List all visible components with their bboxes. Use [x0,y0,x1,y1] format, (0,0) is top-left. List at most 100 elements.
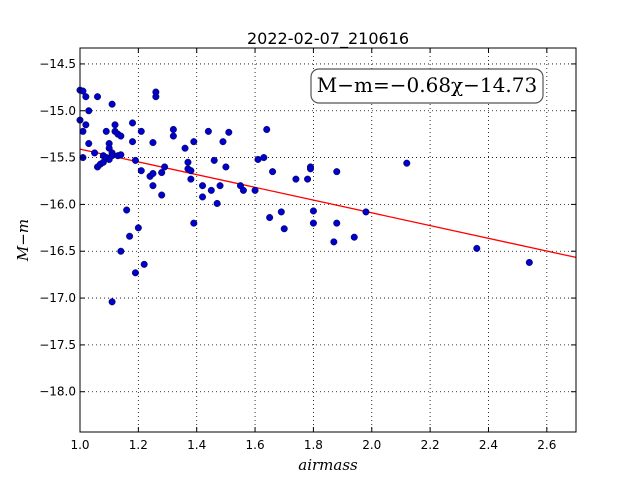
data-point [204,127,212,135]
data-point [181,144,189,152]
data-point [525,258,533,266]
data-point [102,127,110,135]
data-point [207,186,215,194]
data-point [309,219,317,227]
x-tick-label: 2.0 [362,438,381,452]
data-point [216,182,224,190]
data-point [213,199,221,207]
data-point [330,238,338,246]
data-point [129,119,137,127]
data-point [187,175,195,183]
data-point [158,191,166,199]
data-point [309,207,317,215]
data-point [292,175,300,183]
data-point [149,170,157,178]
data-point [108,100,116,108]
chart-title: 2022-02-07_210616 [247,29,409,49]
x-tick-label: 2.6 [537,438,556,452]
fit-line [79,148,577,259]
data-point [254,155,262,163]
x-tick-label: 2.2 [421,438,440,452]
equation-text: M−m=−0.68χ−14.73 [317,73,537,97]
data-point [280,225,288,233]
data-point [263,125,271,133]
data-point [184,158,192,166]
data-point [304,175,312,183]
y-tick-labels: −14.5 −15.0 −15.5 −16.0 −16.5 −17.0 −17.5 −18.0 [39,57,76,399]
x-tick-label: 1.6 [246,438,265,452]
data-point [108,152,116,160]
data-point [269,168,277,176]
data-point [260,154,268,162]
x-tick-label: 1.0 [70,438,89,452]
data-point [149,139,157,147]
data-point [199,193,207,201]
y-axis-label: M−m [14,219,32,262]
data-point [473,244,481,252]
y-tick-label: −17.5 [39,338,76,352]
y-tick-label: −18.0 [39,385,76,399]
x-tick-label: 1.4 [187,438,206,452]
data-point [85,107,93,115]
y-tick-label: −15.0 [39,104,76,118]
data-point [82,93,90,101]
y-tick-label: −15.5 [39,151,76,165]
data-point [350,233,358,241]
data-point [306,165,314,173]
data-point [94,93,102,101]
data-point [137,167,145,175]
data-point [219,138,227,146]
data-points [76,86,533,306]
grid-lines [79,48,576,432]
x-tick-label: 1.2 [129,438,148,452]
data-point [187,167,195,175]
data-point [190,138,198,146]
y-tick-label: −16.0 [39,197,76,211]
x-tick-label: 2.4 [479,438,498,452]
data-point [149,182,157,190]
data-point [210,156,218,164]
data-point [158,169,166,177]
data-point [129,138,137,146]
data-point [239,186,247,194]
y-tick-label: −16.5 [39,244,76,258]
data-point [82,121,90,129]
data-point [161,163,169,171]
data-point [225,128,233,136]
data-point [117,151,125,159]
data-point [79,127,87,135]
data-point [137,127,145,135]
data-point [123,206,131,214]
y-tick-label: −17.0 [39,291,76,305]
data-point [126,232,134,240]
data-point [131,156,139,164]
x-tick-label: 1.8 [304,438,323,452]
x-axis-label: airmass [298,456,358,474]
x-tick-labels: 1.0 1.2 1.4 1.6 1.8 2.0 2.2 2.4 2.6 [70,438,556,452]
data-point [222,163,230,171]
data-point [117,132,125,140]
data-point [169,132,177,140]
data-point [169,125,177,133]
equation-annotation: M−m=−0.68χ−14.73 [310,68,544,104]
data-point [277,208,285,216]
data-point [362,208,370,216]
axis-ticks [79,48,576,432]
data-point [190,219,198,227]
data-point [152,93,160,101]
data-point [85,140,93,148]
data-point [108,298,116,306]
plot-frame [79,47,577,433]
y-tick-label: −14.5 [39,57,76,71]
data-point [134,224,142,232]
data-point [403,159,411,167]
data-point [91,149,99,157]
data-point [333,168,341,176]
equation-box [310,68,544,104]
fit-line-group [79,148,577,259]
data-point [131,269,139,277]
data-point [199,182,207,190]
data-point [111,121,119,129]
data-point [251,186,259,194]
